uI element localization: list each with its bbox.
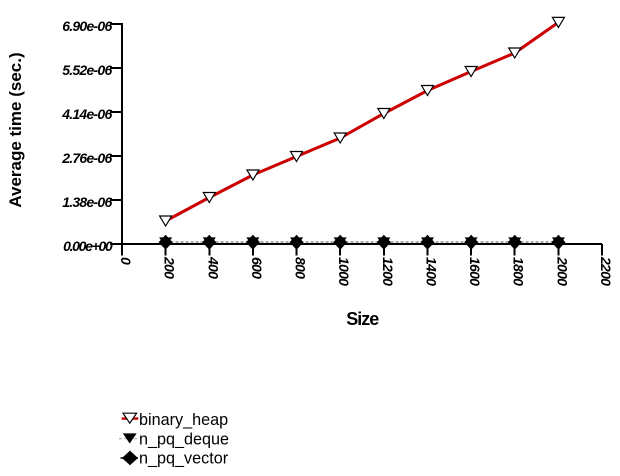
- svg-text:2000: 2000: [554, 256, 570, 286]
- svg-text:1200: 1200: [380, 257, 396, 286]
- svg-text:400: 400: [205, 256, 221, 279]
- svg-text:1000: 1000: [336, 257, 352, 286]
- svg-text:binary_heap: binary_heap: [139, 411, 228, 429]
- svg-text:200: 200: [162, 256, 178, 279]
- svg-text:n_pq_deque: n_pq_deque: [139, 430, 229, 448]
- svg-text:1.38e-06: 1.38e-06: [62, 194, 112, 210]
- svg-text:2.76e-06: 2.76e-06: [61, 150, 112, 166]
- svg-text:0.00e+00: 0.00e+00: [63, 238, 113, 254]
- svg-text:Size: Size: [346, 309, 379, 329]
- svg-text:n_pq_vector: n_pq_vector: [139, 450, 229, 468]
- svg-text:1400: 1400: [424, 257, 440, 286]
- svg-text:6.90e-06: 6.90e-06: [62, 18, 112, 34]
- svg-text:0: 0: [118, 257, 134, 265]
- svg-text:1800: 1800: [511, 257, 527, 286]
- svg-text:2200: 2200: [598, 256, 614, 286]
- svg-text:4.14e-06: 4.14e-06: [61, 106, 112, 122]
- svg-text:800: 800: [293, 257, 309, 279]
- svg-text:600: 600: [249, 257, 265, 279]
- svg-text:1600: 1600: [467, 257, 483, 286]
- svg-text:Average time (sec.): Average time (sec.): [6, 52, 25, 207]
- svg-text:5.52e-06: 5.52e-06: [62, 62, 112, 78]
